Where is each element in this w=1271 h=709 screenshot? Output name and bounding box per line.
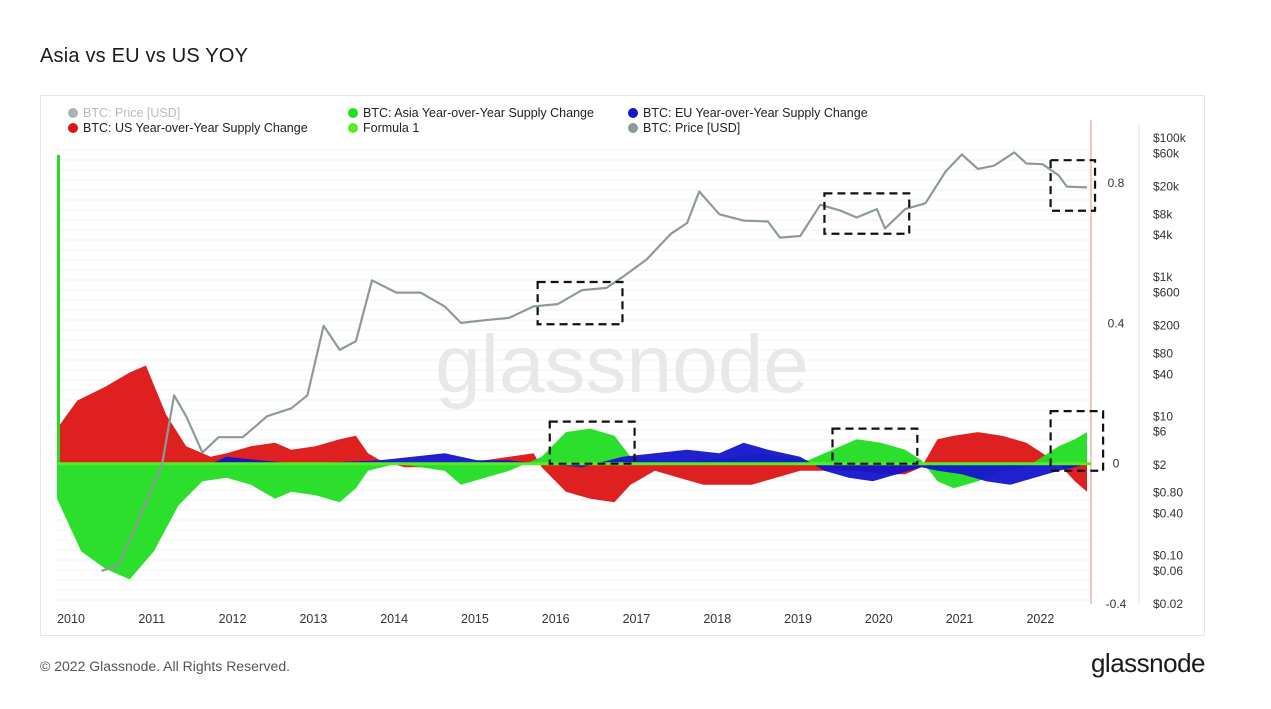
x-tick-label: 2017 [623, 612, 651, 626]
x-tick-label: 2022 [1026, 612, 1054, 626]
highlight-box [831, 427, 919, 465]
y-right-tick-label: $80 [1153, 346, 1173, 360]
chart-frame [40, 95, 1205, 636]
y-right-tick-label: $0.40 [1153, 506, 1183, 520]
legend-label: BTC: EU Year-over-Year Supply Change [643, 106, 868, 120]
highlight-box [536, 280, 624, 326]
x-tick-label: 2011 [138, 612, 165, 626]
legend-item-price[interactable]: BTC: Price [USD] [628, 121, 740, 135]
x-tick-label: 2013 [299, 612, 327, 626]
asia-initial-spike [57, 155, 60, 464]
legend-item-formula[interactable]: Formula 1 [348, 121, 419, 135]
legend-dot [68, 123, 78, 133]
legend-label: BTC: US Year-over-Year Supply Change [83, 121, 308, 135]
footer-copyright: © 2022 Glassnode. All Rights Reserved. [40, 658, 291, 674]
y-right-tick-label: $1k [1153, 270, 1173, 284]
y-right-tick-label: $60k [1153, 146, 1180, 160]
y-left-tick-label: -0.4 [1106, 597, 1127, 611]
legend-item-asia[interactable]: BTC: Asia Year-over-Year Supply Change [348, 106, 594, 120]
legend-label: Formula 1 [363, 121, 420, 135]
y-right-tick-label: $200 [1153, 319, 1180, 333]
legend-dot [348, 123, 358, 133]
legend-label: BTC: Price [USD] [83, 106, 181, 120]
footer-logo: glassnode [1090, 648, 1206, 678]
legend-dot [68, 108, 78, 118]
legend-dot [348, 108, 358, 118]
y-right-tick-label: $0.06 [1153, 564, 1183, 578]
y-right-tick-label: $0.80 [1153, 486, 1183, 500]
highlight-box [548, 420, 636, 465]
y-right-tick-label: $20k [1153, 180, 1180, 194]
x-tick-label: 2014 [380, 612, 408, 626]
page-title: Asia vs EU vs US YOY [40, 45, 249, 67]
highlight-box [823, 192, 911, 235]
y-left-tick-label: 0 [1113, 457, 1120, 471]
y-right-tick-label: $4k [1153, 228, 1173, 242]
x-tick-label: 2010 [57, 612, 85, 626]
x-tick-label: 2015 [461, 612, 489, 626]
legend-dot [628, 123, 638, 133]
price-line [101, 151, 1088, 572]
axes: 2010 2011 2012 2013 2014 2015 2016 2017 2018 2019… [57, 125, 1187, 626]
series-area-1 [57, 428, 1087, 580]
legend-item-us[interactable]: BTC: US Year-over-Year Supply Change [68, 121, 308, 135]
x-tick-label: 2019 [784, 612, 812, 626]
y-right-tick-label: $0.10 [1153, 548, 1183, 562]
y-right-tick-label: $600 [1153, 286, 1180, 300]
legend-label: BTC: Asia Year-over-Year Supply Change [363, 106, 594, 120]
chart-legend: BTC: Price [USD] BTC: Asia Year-over-Yea… [68, 106, 968, 138]
legend-item-price-muted[interactable]: BTC: Price [USD] [68, 106, 180, 120]
legend-label: BTC: Price [USD] [643, 121, 741, 135]
y-right-tick-label: $0.02 [1153, 597, 1183, 611]
highlight-box [1049, 159, 1097, 212]
y-left-tick-label: 0.4 [1108, 316, 1125, 330]
x-tick-label: 2021 [946, 612, 974, 626]
x-tick-label: 2012 [219, 612, 247, 626]
x-tick-label: 2020 [865, 612, 893, 626]
y-left-tick-label: 0.8 [1108, 176, 1125, 190]
y-right-tick-label: $2 [1153, 458, 1167, 472]
y-right-tick-label: $40 [1153, 367, 1173, 381]
y-right-tick-label: $10 [1153, 409, 1173, 423]
legend-dot [628, 108, 638, 118]
highlight-boxes [536, 159, 1105, 472]
legend-item-eu[interactable]: BTC: EU Year-over-Year Supply Change [628, 106, 868, 120]
y-right-tick-label: $100k [1153, 131, 1187, 145]
price-series [101, 151, 1088, 572]
y-right-tick-label: $6 [1153, 425, 1167, 439]
x-tick-label: 2018 [703, 612, 731, 626]
highlight-box [1049, 410, 1105, 472]
y-right-tick-label: $8k [1153, 207, 1173, 221]
x-tick-label: 2016 [542, 612, 570, 626]
watermark: glassnode [435, 319, 809, 410]
